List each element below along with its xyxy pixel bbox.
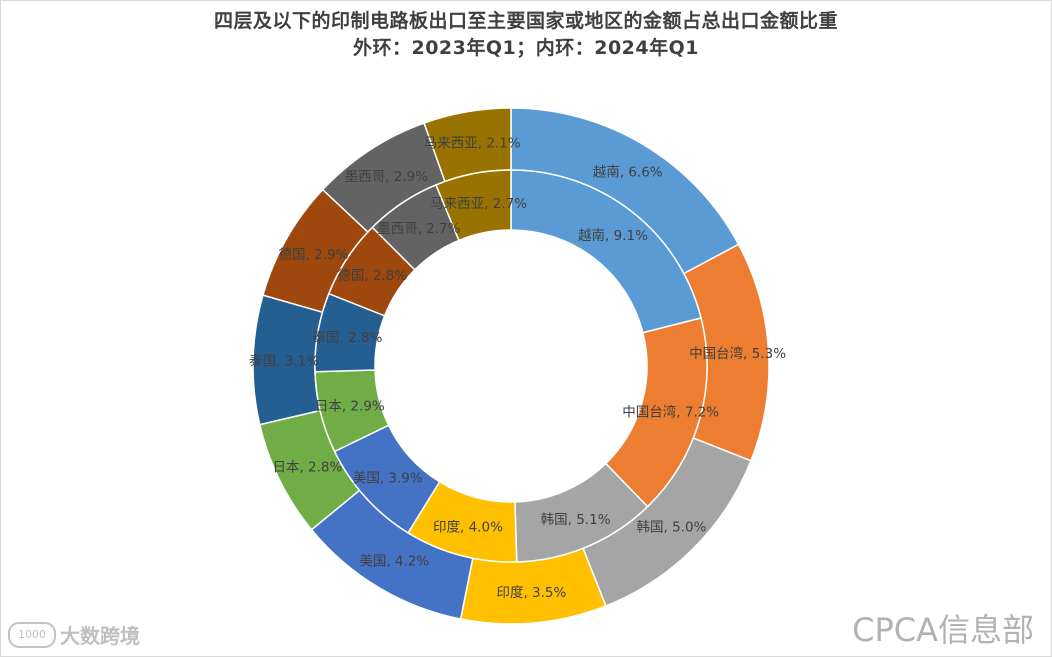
watermark-right: CPCA信息部	[852, 611, 1034, 649]
outer-label-4: 印度, 3.5%	[496, 585, 566, 601]
inner-label-4: 印度, 4.0%	[433, 519, 503, 535]
watermark-left-text: 大数跨境	[60, 624, 140, 648]
outer-label-9: 墨西哥, 2.9%	[345, 169, 429, 185]
watermark-logo-icon: 1000	[8, 621, 56, 648]
outer-label-3: 韩国, 5.0%	[637, 520, 707, 536]
outer-ring	[252, 107, 770, 625]
inner-label-5: 美国, 3.9%	[353, 470, 423, 486]
inner-label-7: 泰国, 2.8%	[313, 330, 383, 346]
inner-label-3: 韩国, 5.1%	[541, 512, 611, 528]
watermark-left: 1000 大数跨境	[8, 620, 140, 649]
chart-title: 四层及以下的印制电路板出口至主要国家或地区的金额占总出口金额比重 外环：2023…	[0, 8, 1052, 62]
data-labels: 越南, 6.6% 中国台湾, 5.3% 韩国, 5.0% 印度, 3.5% 美国, 4.…	[249, 135, 786, 601]
outer-label-6: 日本, 2.8%	[272, 459, 342, 475]
inner-label-6: 日本, 2.9%	[315, 399, 385, 415]
inner-ring	[314, 169, 708, 563]
title-line-2: 外环：2023年Q1；内环：2024年Q1	[352, 37, 699, 59]
inner-label-10: 马来西亚, 2.7%	[430, 196, 527, 212]
inner-label-2: 中国台湾, 7.2%	[622, 403, 719, 420]
outer-label-5: 美国, 4.2%	[359, 554, 429, 570]
title-line-1: 四层及以下的印制电路板出口至主要国家或地区的金额占总出口金额比重	[213, 10, 838, 32]
inner-label-1: 越南, 9.1%	[578, 228, 648, 244]
inner-slice-10	[435, 169, 512, 242]
outer-label-7: 泰国, 3.1%	[249, 353, 319, 369]
outer-label-10: 马来西亚, 2.1%	[424, 135, 521, 151]
outer-label-1: 越南, 6.6%	[593, 164, 663, 180]
inner-label-9: 墨西哥, 2.7%	[377, 221, 461, 237]
inner-label-8: 德国, 2.8%	[337, 268, 407, 284]
outer-label-2: 中国台湾, 5.3%	[689, 345, 786, 362]
outer-label-8: 德国, 2.9%	[279, 247, 349, 263]
